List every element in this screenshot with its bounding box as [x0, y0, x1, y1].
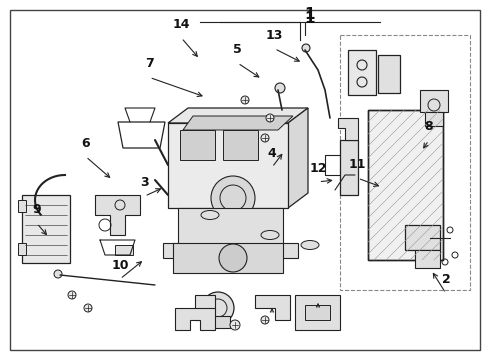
Bar	[180, 130, 215, 160]
Polygon shape	[163, 208, 298, 258]
Polygon shape	[168, 108, 308, 123]
Circle shape	[202, 292, 234, 324]
Circle shape	[241, 96, 249, 104]
Ellipse shape	[301, 240, 319, 249]
Bar	[368, 110, 443, 260]
Circle shape	[211, 176, 255, 220]
Text: 13: 13	[266, 28, 283, 42]
Circle shape	[261, 134, 269, 142]
Bar	[115, 245, 133, 255]
Circle shape	[302, 44, 310, 52]
Polygon shape	[95, 195, 140, 235]
Bar	[340, 140, 358, 195]
Text: 2: 2	[441, 273, 450, 287]
Polygon shape	[255, 295, 290, 320]
Bar	[173, 243, 283, 273]
Circle shape	[261, 316, 269, 324]
Text: 12: 12	[310, 162, 327, 175]
Text: 5: 5	[233, 43, 242, 56]
Bar	[348, 50, 376, 95]
Bar	[368, 110, 443, 260]
Text: 6: 6	[81, 136, 90, 150]
Polygon shape	[168, 123, 288, 208]
Circle shape	[54, 270, 62, 278]
Bar	[425, 112, 443, 126]
Bar	[210, 316, 230, 328]
Bar	[420, 90, 448, 112]
Bar	[22, 195, 70, 263]
Polygon shape	[183, 116, 293, 130]
Bar	[18, 243, 26, 255]
Polygon shape	[288, 108, 308, 208]
Bar	[305, 305, 330, 320]
Text: 7: 7	[145, 57, 154, 71]
Bar	[378, 55, 400, 93]
Circle shape	[84, 304, 92, 312]
Circle shape	[230, 320, 240, 330]
Text: 1: 1	[305, 6, 315, 22]
Polygon shape	[175, 308, 215, 330]
Text: 10: 10	[111, 259, 129, 272]
Bar	[295, 295, 340, 330]
Bar	[405, 225, 440, 250]
Ellipse shape	[261, 230, 279, 239]
Text: 8: 8	[424, 120, 433, 134]
Bar	[223, 130, 258, 160]
Ellipse shape	[201, 211, 219, 220]
Circle shape	[275, 83, 285, 93]
Bar	[18, 200, 26, 212]
Text: 1: 1	[305, 10, 315, 26]
Polygon shape	[195, 295, 215, 320]
Text: 3: 3	[140, 176, 149, 189]
Text: 14: 14	[172, 18, 190, 31]
Text: 9: 9	[32, 203, 41, 216]
Circle shape	[266, 114, 274, 122]
Text: 11: 11	[349, 158, 367, 171]
Polygon shape	[338, 118, 358, 140]
Bar	[415, 250, 440, 268]
Text: 4: 4	[268, 147, 276, 161]
Circle shape	[219, 244, 247, 272]
Circle shape	[68, 291, 76, 299]
